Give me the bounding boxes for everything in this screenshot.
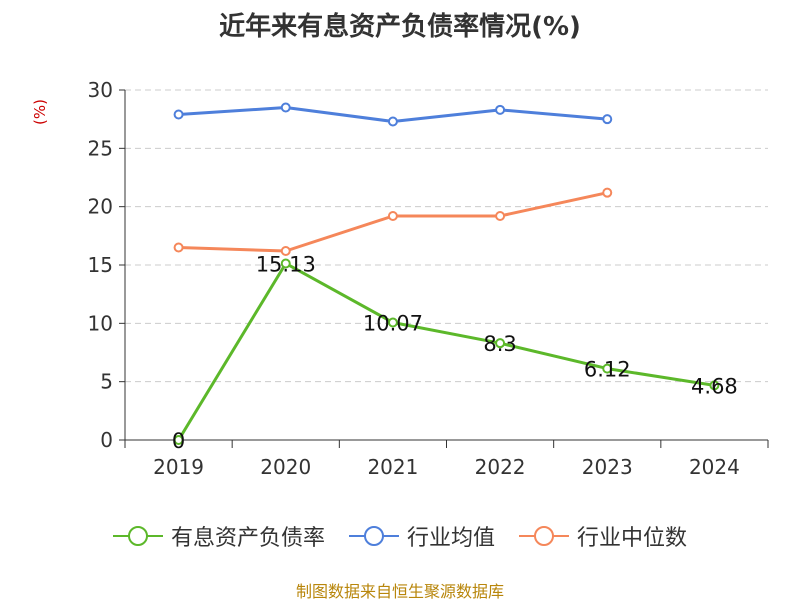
y-tick-label: 20 [88, 195, 113, 219]
data-point [495, 338, 506, 349]
series-line [178, 191, 608, 253]
data-point [495, 211, 506, 221]
data-label: 0 [172, 429, 185, 453]
data-point [173, 435, 184, 445]
legend-item-industry-median[interactable]: 行业中位数 [519, 520, 687, 552]
data-point [602, 114, 613, 125]
x-tick-label: 2019 [153, 455, 204, 479]
x-tick-label: 2021 [367, 455, 418, 479]
data-label: 6.12 [584, 358, 631, 382]
data-point [709, 380, 720, 391]
x-tick-label: 2020 [260, 455, 311, 479]
legend-swatch-orange [519, 526, 569, 546]
y-tick-label: 0 [100, 428, 113, 452]
legend-label: 行业中位数 [577, 526, 688, 551]
y-tick-label: 25 [88, 136, 113, 160]
data-label: 4.68 [691, 374, 738, 398]
chart-title: 近年来有息资产负债率情况(%) [219, 12, 581, 42]
x-tick-label: 2023 [582, 455, 633, 479]
data-point [387, 317, 398, 328]
legend-swatch-blue [348, 526, 399, 546]
x-tick-label: 2024 [689, 455, 740, 479]
legend-item-industry-mean[interactable]: 行业均值 [348, 520, 495, 552]
data-label: 15.13 [256, 252, 316, 276]
data-point [173, 109, 184, 120]
legend: 有息资产负债率 行业均值 行业中位数 [0, 520, 800, 552]
legend-swatch-green [112, 526, 163, 546]
y-tick-label: 10 [88, 311, 113, 335]
legend-item-interest-bearing-debt-ratio[interactable]: 有息资产负债率 [112, 520, 325, 552]
data-point [387, 211, 398, 221]
data-point [602, 187, 613, 198]
y-tick-label: 5 [100, 370, 113, 394]
data-point [495, 104, 506, 115]
data-point [280, 246, 291, 256]
x-tick-label: 2022 [475, 455, 526, 479]
data-point [280, 102, 291, 113]
y-tick-label: 30 [88, 78, 113, 102]
data-source-note: 制图数据来自恒生聚源数据库 [295, 582, 504, 601]
data-point [387, 116, 398, 127]
data-label: 8.3 [483, 332, 516, 356]
legend-label: 行业均值 [406, 526, 495, 551]
legend-label: 有息资产负债率 [170, 526, 325, 551]
data-point [280, 258, 291, 269]
series-line [177, 261, 715, 441]
data-point [602, 363, 613, 374]
data-label: 10.07 [363, 312, 423, 336]
data-point [173, 242, 184, 253]
y-tick-label: 15 [88, 253, 113, 277]
